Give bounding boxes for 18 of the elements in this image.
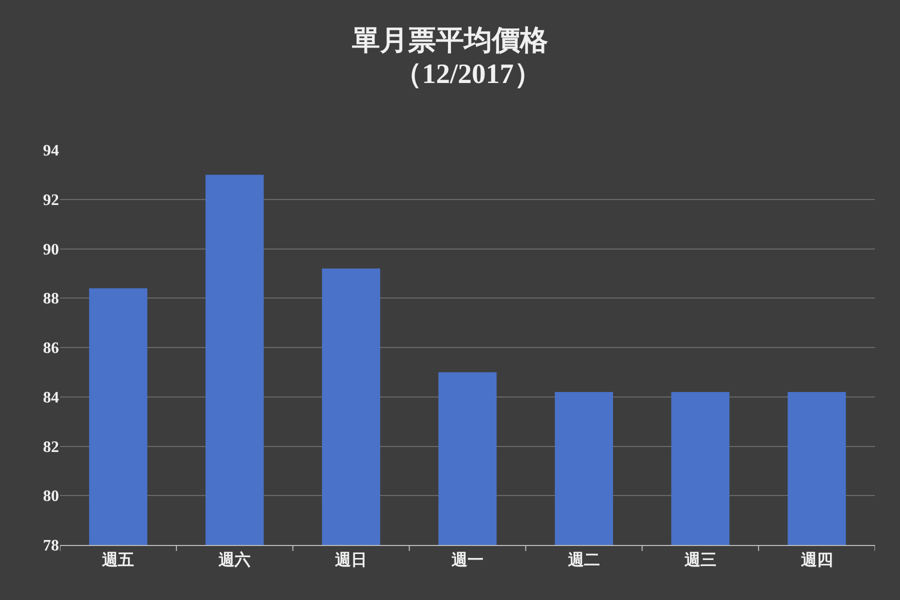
y-tick-label: 94 [43,142,59,160]
x-tick-label: 週日 [334,551,368,570]
x-tick-label: 週五 [101,551,134,570]
y-tick-label: 78 [43,538,59,555]
chart-title: 單月票平均價格 [351,26,548,57]
x-tick-label: 週六 [218,551,251,570]
y-tick-label: 84 [43,389,59,406]
y-tick-label: 86 [43,340,59,358]
x-tick-label: 週四 [800,551,833,570]
x-tick-label: 週三 [683,551,716,570]
y-tick-label: 92 [43,192,59,209]
y-tick-label: 80 [43,488,59,506]
y-tick-label: 88 [43,290,59,308]
y-tick-label: 90 [43,241,59,258]
y-tick-label: 82 [43,438,59,456]
chart-subtitle: （12/2017） [394,59,542,90]
x-tick-label: 週二 [566,551,600,570]
x-tick-label: 週一 [450,551,484,570]
